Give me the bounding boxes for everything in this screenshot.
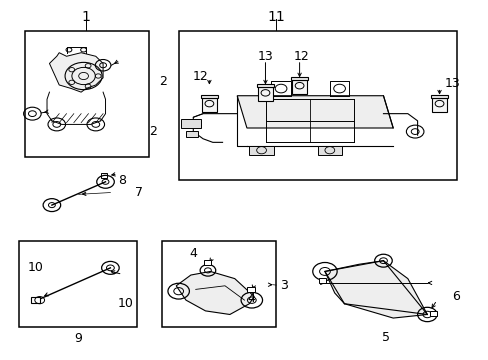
Text: 4: 4 [246, 292, 254, 305]
Text: 10: 10 [118, 297, 133, 310]
Bar [258, 87, 272, 101]
Bar [181, 119, 200, 128]
Bar [200, 95, 218, 98]
Polygon shape [49, 53, 103, 92]
Bar [292, 80, 306, 94]
Text: 11: 11 [267, 10, 285, 24]
Polygon shape [325, 261, 427, 318]
Text: 4: 4 [189, 247, 197, 260]
Bar [101, 173, 107, 178]
Bar [25, 31, 149, 157]
Bar [249, 146, 273, 155]
Text: 3: 3 [279, 279, 287, 292]
Bar [317, 146, 341, 155]
Bar [429, 311, 436, 316]
Polygon shape [176, 271, 254, 315]
Text: 2: 2 [159, 75, 167, 88]
Bar [290, 77, 308, 80]
Bar [431, 98, 446, 112]
Text: 12: 12 [293, 50, 309, 63]
Text: 13: 13 [257, 50, 273, 63]
Bar [256, 84, 274, 87]
Bar [161, 241, 276, 327]
Bar [185, 131, 198, 137]
Text: 5: 5 [381, 330, 389, 343]
Text: 10: 10 [27, 261, 43, 274]
Text: 9: 9 [74, 332, 81, 345]
Text: 7: 7 [135, 186, 142, 199]
Text: 12: 12 [192, 69, 208, 82]
Bar [178, 31, 456, 180]
Bar [319, 278, 325, 283]
Text: 2: 2 [149, 125, 157, 138]
Bar [246, 287, 254, 292]
Bar [202, 98, 216, 112]
Bar [430, 95, 447, 98]
Text: 6: 6 [451, 290, 459, 303]
Bar [19, 241, 137, 327]
Polygon shape [237, 96, 392, 128]
Bar [203, 260, 211, 265]
Text: 13: 13 [444, 77, 459, 90]
Bar [31, 297, 40, 303]
Text: 8: 8 [118, 174, 125, 186]
Text: 1: 1 [81, 10, 90, 24]
